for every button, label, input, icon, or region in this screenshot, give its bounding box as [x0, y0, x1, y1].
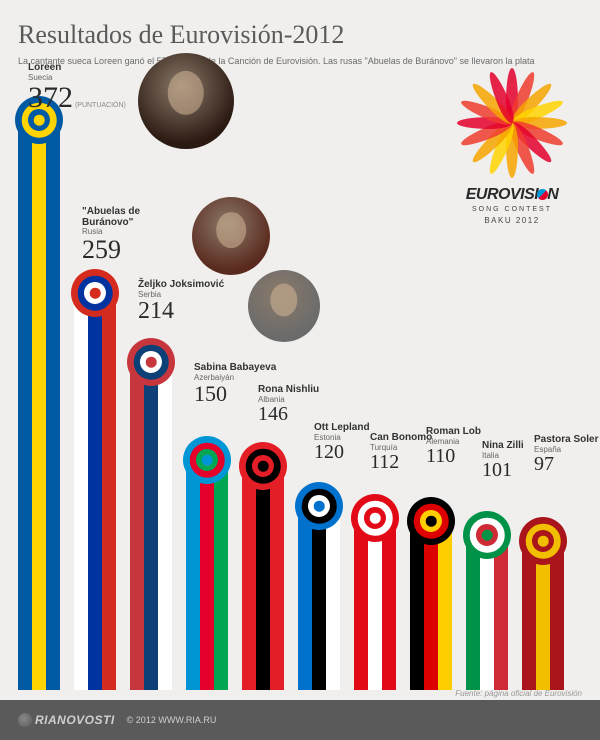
- bar-italia: [466, 535, 508, 690]
- score-value: 97: [534, 454, 600, 475]
- score-value: 259: [82, 236, 192, 263]
- page-title: Resultados de Eurovisión-2012: [18, 20, 582, 50]
- bar-serbia: [130, 362, 172, 690]
- bar-turquía: [354, 518, 396, 690]
- artist-name: Pastora Soler: [534, 435, 600, 446]
- contestant-photo: [192, 197, 270, 275]
- contestant-photo: [248, 270, 320, 342]
- score-value: 372 (PUNTUACIÓN): [28, 82, 138, 114]
- bar-españa: [522, 541, 564, 690]
- artist-name: Loreen: [28, 63, 138, 74]
- footer-bar: Fuente: página oficial de Eurovisión RIA…: [0, 700, 600, 740]
- bar-albania: [242, 466, 284, 690]
- label-suecia: LoreenSuecia372 (PUNTUACIÓN): [28, 63, 138, 113]
- bar-azerbaiyán: [186, 460, 228, 690]
- artist-name: Sabina Babayeva: [194, 363, 304, 374]
- label-españa: Pastora SolerEspaña97: [534, 435, 600, 475]
- copyright-label: © 2012 WWW.RIA.RU: [127, 715, 217, 725]
- label-albania: Rona NishliuAlbania146: [258, 385, 368, 425]
- artist-name: Rona Nishliu: [258, 385, 368, 396]
- label-serbia: Željko JoksimovićSerbia214: [138, 280, 248, 324]
- artist-name: Željko Joksimović: [138, 280, 248, 291]
- rianovosti-label: RIANOVOSTI: [35, 713, 115, 727]
- source-note: Fuente: página oficial de Eurovisión: [455, 689, 582, 698]
- bar-suecia: [18, 120, 60, 690]
- bar-alemania: [410, 521, 452, 690]
- artist-name: "Abuelas de Buránovo": [82, 207, 192, 228]
- contestant-photo: [138, 53, 234, 149]
- ria-dot-icon: [18, 713, 32, 727]
- artist-name: Roman Lob: [426, 427, 536, 438]
- score-unit: (PUNTUACIÓN): [73, 102, 126, 109]
- label-rusia: "Abuelas de Buránovo"Rusia259: [82, 207, 192, 264]
- score-value: 214: [138, 299, 248, 324]
- infographic-page: Resultados de Eurovisión-2012 La cantant…: [0, 0, 600, 740]
- bar-estonia: [298, 506, 340, 690]
- bar-rusia: [74, 293, 116, 690]
- results-bar-chart: LoreenSuecia372 (PUNTUACIÓN) "Abuelas de …: [18, 65, 582, 690]
